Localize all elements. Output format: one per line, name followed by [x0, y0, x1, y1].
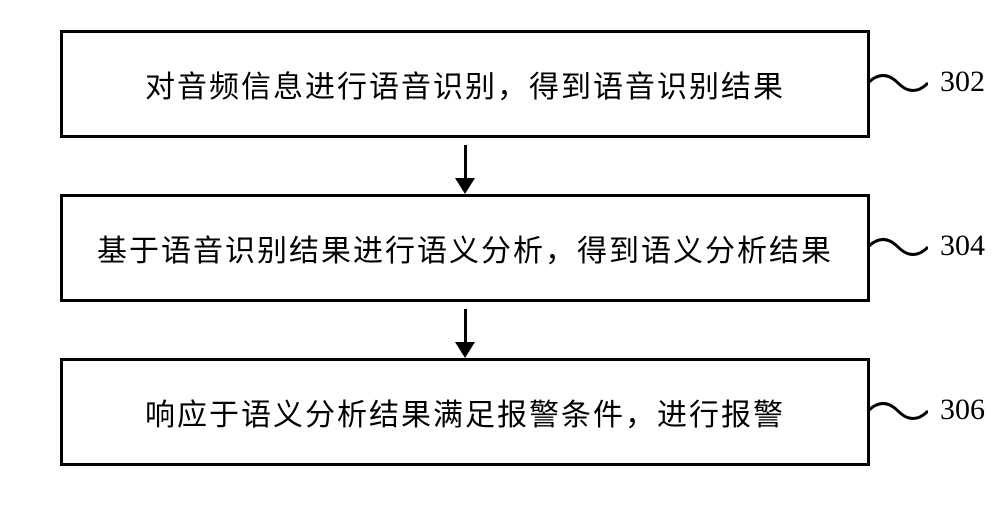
flow-step-3-row: 响应于语义分析结果满足报警条件，进行报警 306	[60, 358, 940, 466]
flow-step-2-text: 基于语音识别结果进行语义分析，得到语义分析结果	[97, 226, 833, 270]
flowchart-container: 对音频信息进行语音识别，得到语音识别结果 302 基于语音识别结果进行语义分析，…	[60, 30, 940, 466]
connector-curve-1	[868, 68, 928, 98]
flow-step-2: 基于语音识别结果进行语义分析，得到语义分析结果	[60, 194, 870, 302]
flow-step-2-row: 基于语音识别结果进行语义分析，得到语义分析结果 304	[60, 194, 940, 302]
arrow-2	[60, 302, 870, 358]
step-number-3: 306	[940, 393, 985, 427]
connector-curve-2	[868, 232, 928, 262]
flow-step-1-text: 对音频信息进行语音识别，得到语音识别结果	[145, 62, 785, 106]
flow-step-1-row: 对音频信息进行语音识别，得到语音识别结果 302	[60, 30, 940, 138]
flow-step-3: 响应于语义分析结果满足报警条件，进行报警	[60, 358, 870, 466]
arrow-2-head	[455, 342, 475, 358]
connector-curve-3	[868, 396, 928, 426]
step-number-1: 302	[940, 65, 985, 99]
flow-step-3-text: 响应于语义分析结果满足报警条件，进行报警	[145, 390, 785, 434]
arrow-1-head	[455, 178, 475, 194]
step-number-2: 304	[940, 229, 985, 263]
arrow-1	[60, 138, 870, 194]
flow-step-1: 对音频信息进行语音识别，得到语音识别结果	[60, 30, 870, 138]
